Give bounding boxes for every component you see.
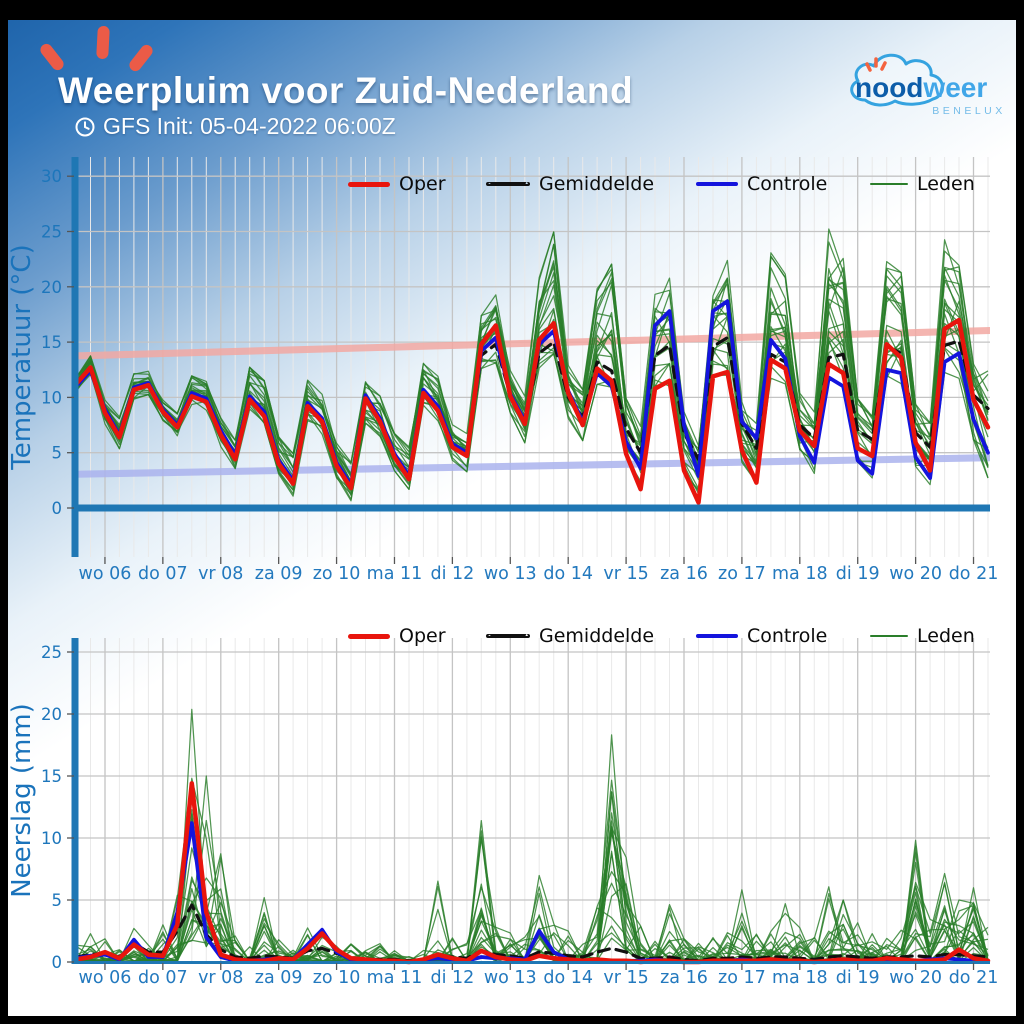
x-tick-label: wo 13 bbox=[484, 968, 537, 988]
oper-line-swatch bbox=[348, 181, 390, 187]
x-tick-label: wo 06 bbox=[79, 564, 132, 584]
y-tick-label: 5 bbox=[52, 891, 63, 910]
legend-item-oper: Oper bbox=[348, 623, 446, 649]
y-tick-label: 10 bbox=[41, 388, 62, 407]
x-tick-label: vr 08 bbox=[198, 564, 243, 584]
precipitation-chart: wo 06 do 07 vr 08 za 09 zo 10 ma 11 di 12 wo 13… bbox=[7, 638, 998, 988]
x-tick-label: di 19 bbox=[836, 564, 880, 584]
x-tick-label: za 16 bbox=[660, 968, 708, 988]
leden-member-line bbox=[75, 231, 989, 477]
legend-item-controle: Controle bbox=[696, 623, 827, 649]
x-tick-label: di 12 bbox=[430, 564, 474, 584]
noodweer-logo: noodweer BENELUX bbox=[843, 48, 1015, 146]
legend-item-oper: Oper bbox=[348, 171, 446, 197]
x-tick-label: zo 10 bbox=[313, 968, 361, 988]
legend-label: Controle bbox=[747, 625, 828, 647]
legend-label: Controle bbox=[747, 173, 828, 195]
oper-line-swatch bbox=[348, 633, 390, 639]
gemiddelde-line-swatch bbox=[486, 634, 530, 638]
legend-label: Gemiddelde bbox=[539, 625, 655, 647]
leden-line-swatch bbox=[870, 183, 908, 185]
x-tick-label: vr 15 bbox=[603, 564, 648, 584]
y-tick-label: 20 bbox=[41, 278, 62, 297]
legend-label: Leden bbox=[917, 173, 975, 195]
x-tick-label: di 12 bbox=[430, 968, 474, 988]
raindrop-icon bbox=[96, 25, 110, 60]
leden-member-line bbox=[75, 857, 989, 963]
legend-label: Leden bbox=[917, 625, 975, 647]
x-tick-label: do 14 bbox=[543, 564, 593, 584]
y-tick-label: 5 bbox=[52, 444, 63, 463]
controle-line-swatch bbox=[696, 634, 738, 638]
x-tick-label: ma 11 bbox=[367, 968, 423, 988]
sun-rays-icon bbox=[865, 57, 887, 72]
logo-text-benelux: BENELUX bbox=[932, 105, 1006, 117]
oper-line bbox=[73, 317, 991, 505]
y-tick-label: 30 bbox=[41, 167, 62, 186]
logo-text-weer: weer bbox=[922, 72, 987, 103]
x-tick-label: ma 18 bbox=[772, 564, 828, 584]
x-tick-label: wo 20 bbox=[889, 564, 942, 584]
logo-text-nood: nood bbox=[855, 72, 923, 103]
x-tick-label: do 21 bbox=[949, 968, 999, 988]
controle-line-swatch bbox=[696, 182, 738, 186]
model-init-subtitle: GFS Init: 05-04-2022 06:00Z bbox=[74, 113, 396, 140]
temperature-chart: wo 06 do 07 vr 08 za 09 zo 10 ma 11 di 12 wo 13… bbox=[7, 157, 998, 584]
leden-member-line bbox=[75, 831, 989, 963]
leden-member-line bbox=[75, 239, 989, 473]
x-tick-label: wo 13 bbox=[484, 564, 537, 584]
x-tick-label: vr 08 bbox=[198, 968, 243, 988]
klimaat-band-max bbox=[75, 326, 990, 360]
legend-item-leden: Leden bbox=[870, 623, 975, 649]
x-tick-label: do 07 bbox=[138, 968, 188, 988]
gemiddelde-line-swatch bbox=[486, 182, 530, 186]
x-tick-label: di 19 bbox=[836, 968, 880, 988]
klimaat-band-min bbox=[75, 454, 990, 478]
cloud-icon bbox=[850, 53, 944, 107]
clock-icon bbox=[74, 116, 96, 138]
x-tick-label: wo 20 bbox=[889, 968, 942, 988]
y-tick-label: 0 bbox=[52, 499, 63, 518]
model-init-text: GFS Init: 05-04-2022 06:00Z bbox=[103, 113, 396, 139]
x-tick-label: do 14 bbox=[543, 968, 593, 988]
x-tick-label: wo 06 bbox=[79, 968, 132, 988]
oper-line bbox=[73, 781, 991, 965]
y-axis-title: Temperatuur (°C) bbox=[7, 244, 37, 470]
x-tick-label: za 16 bbox=[660, 564, 708, 584]
x-tick-label: zo 10 bbox=[313, 564, 361, 584]
y-tick-label: 25 bbox=[41, 643, 62, 662]
x-tick-label: do 07 bbox=[138, 564, 188, 584]
y-tick-label: 0 bbox=[52, 953, 63, 972]
x-tick-label: za 09 bbox=[255, 564, 303, 584]
y-tick-label: 25 bbox=[41, 223, 62, 242]
y-tick-label: 10 bbox=[41, 829, 62, 848]
y-tick-label: 15 bbox=[41, 767, 62, 786]
legend-label: Gemiddelde bbox=[539, 173, 655, 195]
page-title: Weerpluim voor Zuid-Nederland bbox=[58, 70, 634, 111]
x-tick-label: vr 15 bbox=[603, 968, 648, 988]
legend-item-gemiddelde: Gemiddelde bbox=[486, 171, 654, 197]
legend-item-controle: Controle bbox=[696, 171, 827, 197]
legend-item-leden: Leden bbox=[870, 171, 975, 197]
y-tick-label: 20 bbox=[41, 705, 62, 724]
x-tick-label: zo 17 bbox=[718, 564, 766, 584]
x-tick-label: ma 11 bbox=[367, 564, 423, 584]
legend-label: Oper bbox=[399, 625, 446, 647]
svg-text:noodweer: noodweer bbox=[855, 72, 987, 103]
x-tick-label: do 21 bbox=[949, 564, 999, 584]
legend-label: Oper bbox=[399, 173, 446, 195]
x-tick-label: ma 18 bbox=[772, 968, 828, 988]
leden-line-swatch bbox=[870, 635, 908, 637]
y-tick-label: 15 bbox=[41, 333, 62, 352]
x-tick-label: za 09 bbox=[255, 968, 303, 988]
x-tick-label: zo 17 bbox=[718, 968, 766, 988]
gemiddelde-line bbox=[74, 903, 990, 963]
legend-item-gemiddelde: Gemiddelde bbox=[486, 623, 654, 649]
y-axis-title: Neerslag (mm) bbox=[7, 703, 37, 898]
